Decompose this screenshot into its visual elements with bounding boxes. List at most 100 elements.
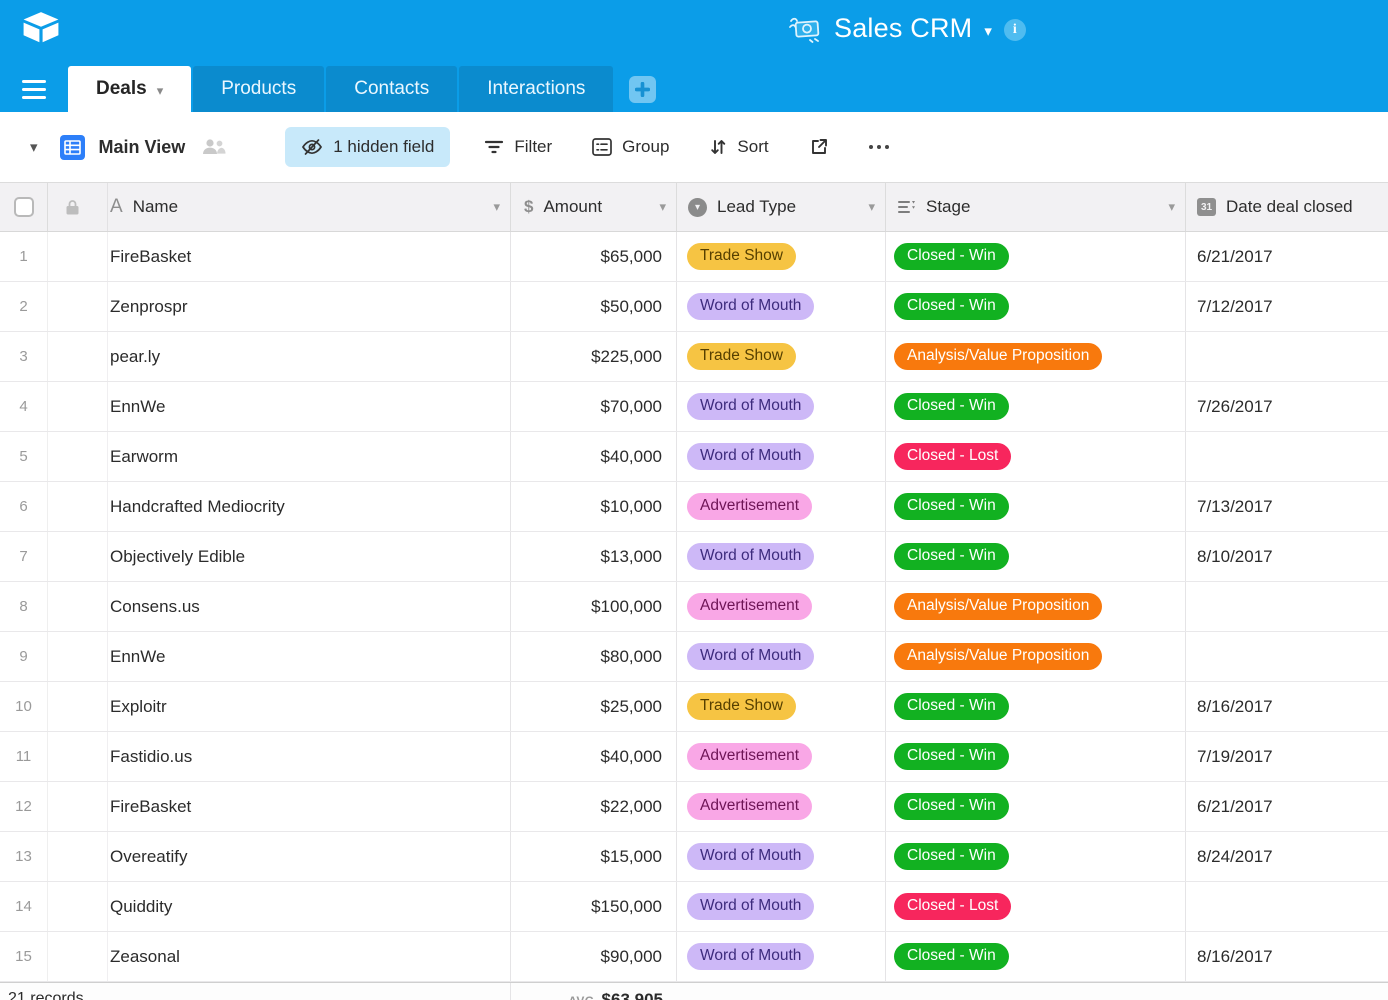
cell-amount[interactable]: $40,000 (511, 732, 677, 781)
menu-icon[interactable] (0, 66, 68, 112)
cell-date[interactable]: 7/12/2017 (1197, 296, 1273, 316)
row-number[interactable]: 2 (0, 282, 48, 331)
column-header-lead-type[interactable]: ▾ Lead Type ▾ (677, 183, 886, 231)
more-options-icon[interactable] (868, 145, 889, 149)
cell-stage[interactable]: Closed - Win (886, 732, 1186, 781)
cell-name[interactable]: FireBasket (48, 782, 511, 831)
chevron-down-icon[interactable]: ▾ (659, 199, 666, 214)
cell-stage[interactable]: Analysis/Value Proposition (886, 582, 1186, 631)
cell-lead-type[interactable]: Word of Mouth (677, 282, 886, 331)
select-all-checkbox[interactable] (13, 197, 34, 217)
cell-stage[interactable]: Closed - Win (886, 782, 1186, 831)
cell-date[interactable]: 6/21/2017 (1197, 246, 1273, 266)
add-table-button[interactable] (629, 76, 657, 103)
cell-amount[interactable]: $13,000 (511, 532, 677, 581)
cell-stage[interactable]: Analysis/Value Proposition (886, 332, 1186, 381)
cell-amount[interactable]: $25,000 (511, 682, 677, 731)
row-number[interactable]: 7 (0, 532, 48, 581)
column-header-amount[interactable]: $ Amount ▾ (511, 183, 677, 231)
base-title[interactable]: Sales CRM (834, 13, 973, 43)
column-header-stage[interactable]: Stage ▾ (886, 183, 1186, 231)
chevron-down-icon[interactable]: ▾ (868, 199, 875, 214)
row-number[interactable]: 5 (0, 432, 48, 481)
chevron-down-icon[interactable]: ▾ (493, 199, 500, 214)
cell-name[interactable]: EnnWe (48, 632, 511, 681)
row-number[interactable]: 14 (0, 882, 48, 931)
info-icon[interactable]: i (1003, 18, 1026, 41)
cell-amount[interactable]: $225,000 (511, 332, 677, 381)
share-view-button[interactable] (809, 137, 829, 157)
cell-amount[interactable]: $65,000 (511, 232, 677, 281)
column-header-name[interactable]: A Name ▾ (48, 183, 511, 231)
cell-name[interactable]: pear.ly (48, 332, 511, 381)
cell-date[interactable]: 8/10/2017 (1197, 546, 1273, 566)
cell-lead-type[interactable]: Word of Mouth (677, 832, 886, 881)
row-number[interactable]: 12 (0, 782, 48, 831)
cell-lead-type[interactable]: Word of Mouth (677, 432, 886, 481)
cell-amount[interactable]: $50,000 (511, 282, 677, 331)
chevron-down-icon[interactable]: ▾ (1168, 199, 1175, 214)
row-number[interactable]: 6 (0, 482, 48, 531)
cell-stage[interactable]: Closed - Win (886, 682, 1186, 731)
cell-amount[interactable]: $10,000 (511, 482, 677, 531)
cell-amount[interactable]: $100,000 (511, 582, 677, 631)
cell-date[interactable] (1186, 882, 1388, 931)
cell-name[interactable]: Overeatify (48, 832, 511, 881)
chevron-down-icon[interactable]: ▾ (984, 22, 992, 40)
cell-lead-type[interactable]: Advertisement (677, 782, 886, 831)
row-number[interactable]: 11 (0, 732, 48, 781)
column-header-date-deal-closed[interactable]: 31 Date deal closed (1186, 183, 1388, 231)
airtable-logo-icon[interactable] (22, 12, 60, 49)
cell-amount[interactable]: $80,000 (511, 632, 677, 681)
cell-date[interactable]: 8/16/2017 (1197, 946, 1273, 966)
cell-amount[interactable]: $22,000 (511, 782, 677, 831)
cell-lead-type[interactable]: Trade Show (677, 332, 886, 381)
cell-lead-type[interactable]: Word of Mouth (677, 632, 886, 681)
cell-lead-type[interactable]: Word of Mouth (677, 532, 886, 581)
cell-lead-type[interactable]: Word of Mouth (677, 932, 886, 981)
cell-stage[interactable]: Closed - Win (886, 932, 1186, 981)
cell-stage[interactable]: Closed - Lost (886, 882, 1186, 931)
hidden-fields-button[interactable]: 1 hidden field (285, 127, 451, 167)
view-name[interactable]: Main View (98, 136, 186, 157)
filter-button[interactable]: Filter (484, 137, 552, 157)
cell-date[interactable] (1186, 432, 1388, 481)
cell-stage[interactable]: Closed - Win (886, 832, 1186, 881)
cell-date[interactable] (1186, 632, 1388, 681)
cell-lead-type[interactable]: Word of Mouth (677, 382, 886, 431)
cell-name[interactable]: FireBasket (48, 232, 511, 281)
cell-stage[interactable]: Closed - Lost (886, 432, 1186, 481)
row-number[interactable]: 10 (0, 682, 48, 731)
cell-date[interactable]: 7/13/2017 (1197, 496, 1273, 516)
cell-amount[interactable]: $90,000 (511, 932, 677, 981)
tab-contacts[interactable]: Contacts (326, 66, 458, 112)
cell-date[interactable]: 8/16/2017 (1197, 696, 1273, 716)
cell-name[interactable]: Quiddity (48, 882, 511, 931)
row-number[interactable]: 15 (0, 932, 48, 981)
cell-name[interactable]: Zenprospr (48, 282, 511, 331)
cell-stage[interactable]: Closed - Win (886, 482, 1186, 531)
cell-name[interactable]: Exploitr (48, 682, 511, 731)
sort-button[interactable]: Sort (709, 137, 769, 157)
cell-stage[interactable]: Closed - Win (886, 282, 1186, 331)
amount-summary[interactable]: AVG $63,905 (511, 983, 677, 1000)
row-number[interactable]: 8 (0, 582, 48, 631)
row-number[interactable]: 1 (0, 232, 48, 281)
tab-products[interactable]: Products (193, 66, 325, 112)
cell-amount[interactable]: $150,000 (511, 882, 677, 931)
cell-lead-type[interactable]: Advertisement (677, 582, 886, 631)
cell-lead-type[interactable]: Advertisement (677, 732, 886, 781)
group-button[interactable]: Group (592, 137, 669, 157)
cell-amount[interactable]: $70,000 (511, 382, 677, 431)
row-number[interactable]: 3 (0, 332, 48, 381)
cell-name[interactable]: EnnWe (48, 382, 511, 431)
view-sidebar-toggle-icon[interactable]: ▾ (30, 139, 38, 156)
cell-stage[interactable]: Closed - Win (886, 532, 1186, 581)
row-number[interactable]: 13 (0, 832, 48, 881)
cell-date[interactable] (1186, 332, 1388, 381)
cell-date[interactable]: 8/24/2017 (1197, 846, 1273, 866)
cell-name[interactable]: Fastidio.us (48, 732, 511, 781)
cell-date[interactable]: 6/21/2017 (1197, 796, 1273, 816)
cell-name[interactable]: Zeasonal (48, 932, 511, 981)
cell-name[interactable]: Consens.us (48, 582, 511, 631)
